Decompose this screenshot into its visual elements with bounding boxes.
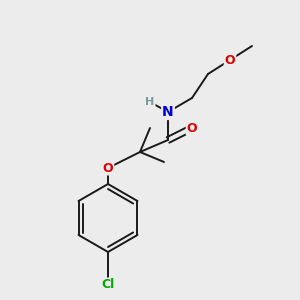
Text: O: O (103, 161, 113, 175)
Text: O: O (225, 53, 235, 67)
Text: N: N (162, 105, 174, 119)
Text: Cl: Cl (101, 278, 115, 292)
Text: H: H (146, 97, 154, 107)
Text: O: O (187, 122, 197, 134)
